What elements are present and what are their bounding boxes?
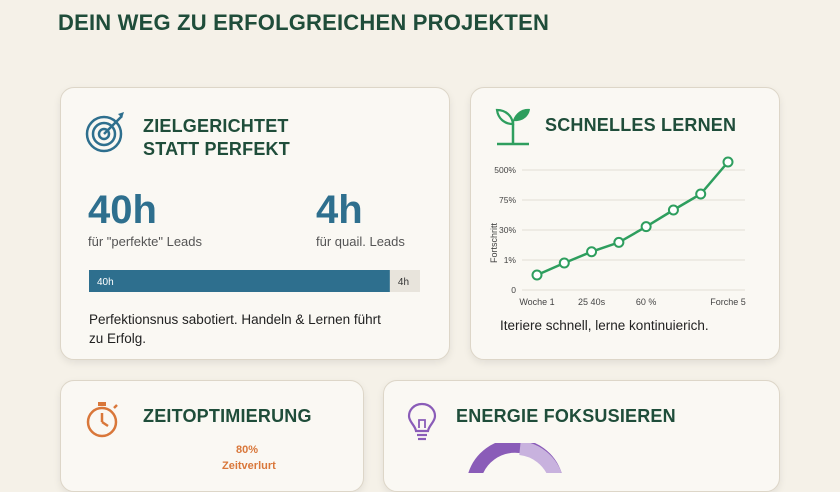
stat-value: 4h: [316, 188, 363, 232]
page-title: DEIN WEG ZU ERFOLGREICHEN PROJEKTEN: [58, 10, 550, 35]
comparison-bar: 40h 4h: [89, 270, 420, 292]
card-caption: Perfektionsnus sabotiert. Handeln & Lern…: [89, 312, 381, 346]
bulb-icon: [407, 402, 437, 441]
bar-label: 40h: [97, 277, 114, 288]
card: [383, 380, 780, 492]
stat-label: Zeitverlurt: [222, 460, 276, 472]
stat-label: für quail. Leads: [316, 234, 405, 249]
page: {"title": "DEIN WEG ZU ERFOLGREICHEN PRO…: [58, 10, 780, 492]
card-title: SCHNELLES LERNEN: [545, 115, 737, 135]
stat-value: 40h: [88, 188, 157, 232]
stopwatch-icon: [86, 402, 118, 438]
card: [60, 87, 450, 360]
card-title: ENERGIE FOKSUSIEREN: [456, 406, 676, 426]
card-caption: Iteriere schnell, lerne kontinuierich.: [500, 318, 709, 333]
card-title: ZIELGERICHTET STATT PERFEKT: [143, 116, 290, 159]
donut-ring: [468, 443, 562, 473]
plant-icon: [495, 108, 530, 146]
stat-value: 80%: [236, 444, 259, 456]
target-icon: [85, 112, 124, 153]
card-title: ZEITOPTIMIERUNG: [143, 406, 312, 426]
bar-label: 4h: [398, 277, 409, 288]
bar-segment: [89, 270, 390, 292]
stat-label: für "perfekte" Leads: [88, 234, 203, 249]
bar-segment: [389, 270, 420, 292]
